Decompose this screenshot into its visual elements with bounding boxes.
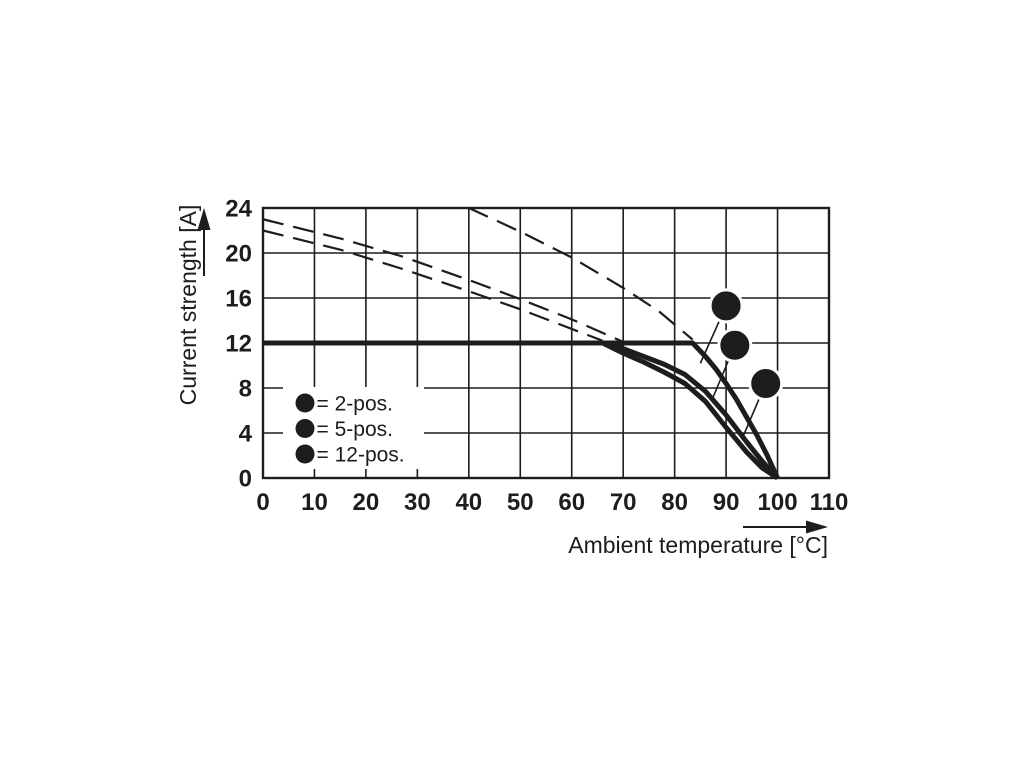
y-tick-label: 4 bbox=[239, 421, 253, 448]
y-tick-label: 12 bbox=[225, 331, 252, 358]
x-tick-label: 80 bbox=[661, 489, 688, 516]
callout-marker-1: 1 bbox=[708, 288, 744, 324]
x-tick-label: 0 bbox=[256, 489, 269, 516]
legend-label: = 2-pos. bbox=[317, 393, 393, 416]
callout-marker-3: 3 bbox=[748, 366, 784, 401]
legend-dot-number: 2 bbox=[301, 422, 309, 438]
callout-number: 3 bbox=[759, 371, 772, 398]
legend-label: = 12-pos. bbox=[317, 444, 405, 467]
callout-marker-2: 2 bbox=[717, 327, 753, 363]
legend-label: = 5-pos. bbox=[317, 418, 393, 441]
x-tick-label: 20 bbox=[353, 489, 380, 516]
series-curve-3-12pos bbox=[263, 340, 779, 481]
x-tick-label: 30 bbox=[404, 489, 431, 516]
y-axis-title: Current strength [A] bbox=[175, 205, 201, 406]
series-extrapolation-2-5pos bbox=[262, 218, 624, 343]
callout-circle-1 bbox=[708, 288, 744, 324]
y-tick-label: 16 bbox=[225, 286, 252, 313]
x-tick-label: 90 bbox=[713, 489, 740, 516]
legend-dot-number: 1 bbox=[301, 396, 309, 412]
callout-circle-2 bbox=[717, 327, 753, 363]
legend-dot-1 bbox=[295, 393, 315, 413]
series-extrapolation-3-12pos bbox=[262, 229, 603, 342]
x-tick-label: 110 bbox=[810, 489, 849, 516]
x-tick-label: 40 bbox=[455, 489, 482, 516]
x-axis-title: Ambient temperature [°C] bbox=[568, 532, 828, 558]
series-layer bbox=[262, 207, 780, 481]
series-curve-2-5pos bbox=[263, 340, 780, 480]
callout-circle-3 bbox=[748, 366, 784, 401]
y-tick-label: 0 bbox=[239, 466, 252, 493]
legend-dot-2 bbox=[295, 419, 315, 438]
legend-item-3: 3 = 12-pos. bbox=[295, 444, 405, 467]
x-tick-label: 60 bbox=[558, 489, 585, 516]
callout-number: 1 bbox=[719, 293, 732, 320]
x-axis-arrow-icon bbox=[743, 520, 828, 534]
y-tick-label: 24 bbox=[225, 196, 252, 223]
legend-dot-number: 3 bbox=[301, 447, 309, 463]
legend-item-2: 2 = 5-pos. bbox=[295, 418, 393, 441]
legend-dot-3 bbox=[295, 444, 315, 464]
y-tick-label: 8 bbox=[239, 376, 252, 403]
x-tick-label: 100 bbox=[758, 489, 798, 516]
y-axis-arrow-icon bbox=[197, 208, 211, 276]
callout-number: 2 bbox=[728, 333, 741, 360]
y-tick-label: 20 bbox=[225, 241, 252, 268]
legend-layer: 1 = 2-pos. 2 = 5-pos. 3 = 12-pos. bbox=[283, 387, 424, 469]
x-tick-label: 50 bbox=[507, 489, 534, 516]
series-curve-1-2pos bbox=[263, 340, 780, 480]
callout-layer: 1 23 bbox=[699, 288, 784, 436]
x-tick-label: 70 bbox=[610, 489, 637, 516]
x-tick-label: 10 bbox=[301, 489, 328, 516]
legend-item-1: 1 = 2-pos. bbox=[295, 393, 393, 416]
series-extrapolation-1-2pos bbox=[468, 207, 694, 341]
